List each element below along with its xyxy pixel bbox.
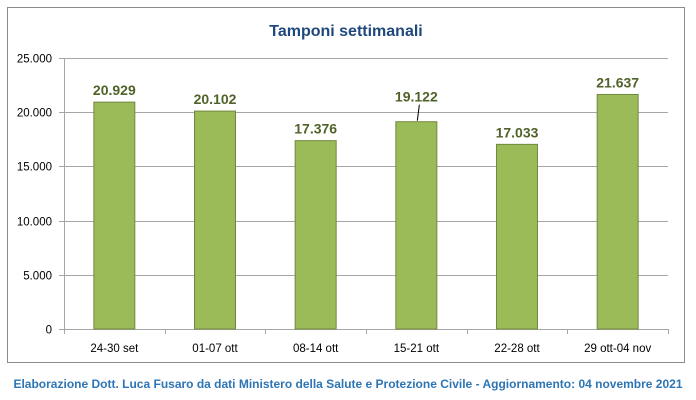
leader-line: [416, 104, 420, 121]
chart-title: Tamponi settimanali: [269, 23, 423, 40]
value-label: 17.033: [496, 124, 539, 140]
value-label: 21.637: [596, 74, 639, 90]
x-axis: 24-30 set 01-07 ott 08-14 ott 15-21 ott 22-2…: [64, 329, 669, 355]
x-tick-label: 24-30 set: [90, 343, 139, 355]
footer-credit: Elaborazione Dott. Luca Fusaro da dati M…: [13, 377, 683, 391]
value-label: 19.122: [395, 89, 438, 105]
x-tick-label: 29 ott-04 nov: [584, 343, 651, 355]
x-tick-label: 22-28 ott: [494, 343, 540, 355]
x-tick-label: 08-14 ott: [293, 343, 339, 355]
bar: [93, 101, 136, 330]
x-tick-label: 15-21 ott: [394, 343, 440, 355]
value-label: 20.929: [93, 82, 136, 98]
y-tick-label: 15.000: [17, 162, 52, 174]
y-axis: 0 5.000 10.000 15.000 20.000 25.000: [17, 54, 52, 337]
bar: [596, 93, 639, 330]
bars: [93, 93, 639, 330]
value-label: 20.102: [194, 91, 237, 107]
y-tick-label: 5.000: [23, 271, 52, 283]
x-tick-label: 01-07 ott: [192, 343, 238, 355]
bar: [395, 121, 438, 330]
bar: [496, 143, 538, 330]
gridlines: [59, 58, 668, 330]
y-tick-label: 25.000: [17, 54, 52, 66]
y-tick-label: 20.000: [17, 108, 52, 120]
value-label: 17.376: [294, 121, 337, 137]
y-tick-label: 10.000: [17, 217, 52, 229]
bar: [194, 110, 236, 330]
y-tick-label: 0: [46, 325, 52, 337]
value-labels: 20.929 20.102 17.376 19.122 17.033 21.637: [93, 74, 639, 140]
bar: [294, 140, 337, 330]
bar-chart: Tamponi settimanali 0 5.000 10.000 15.000 20…: [17, 23, 669, 355]
